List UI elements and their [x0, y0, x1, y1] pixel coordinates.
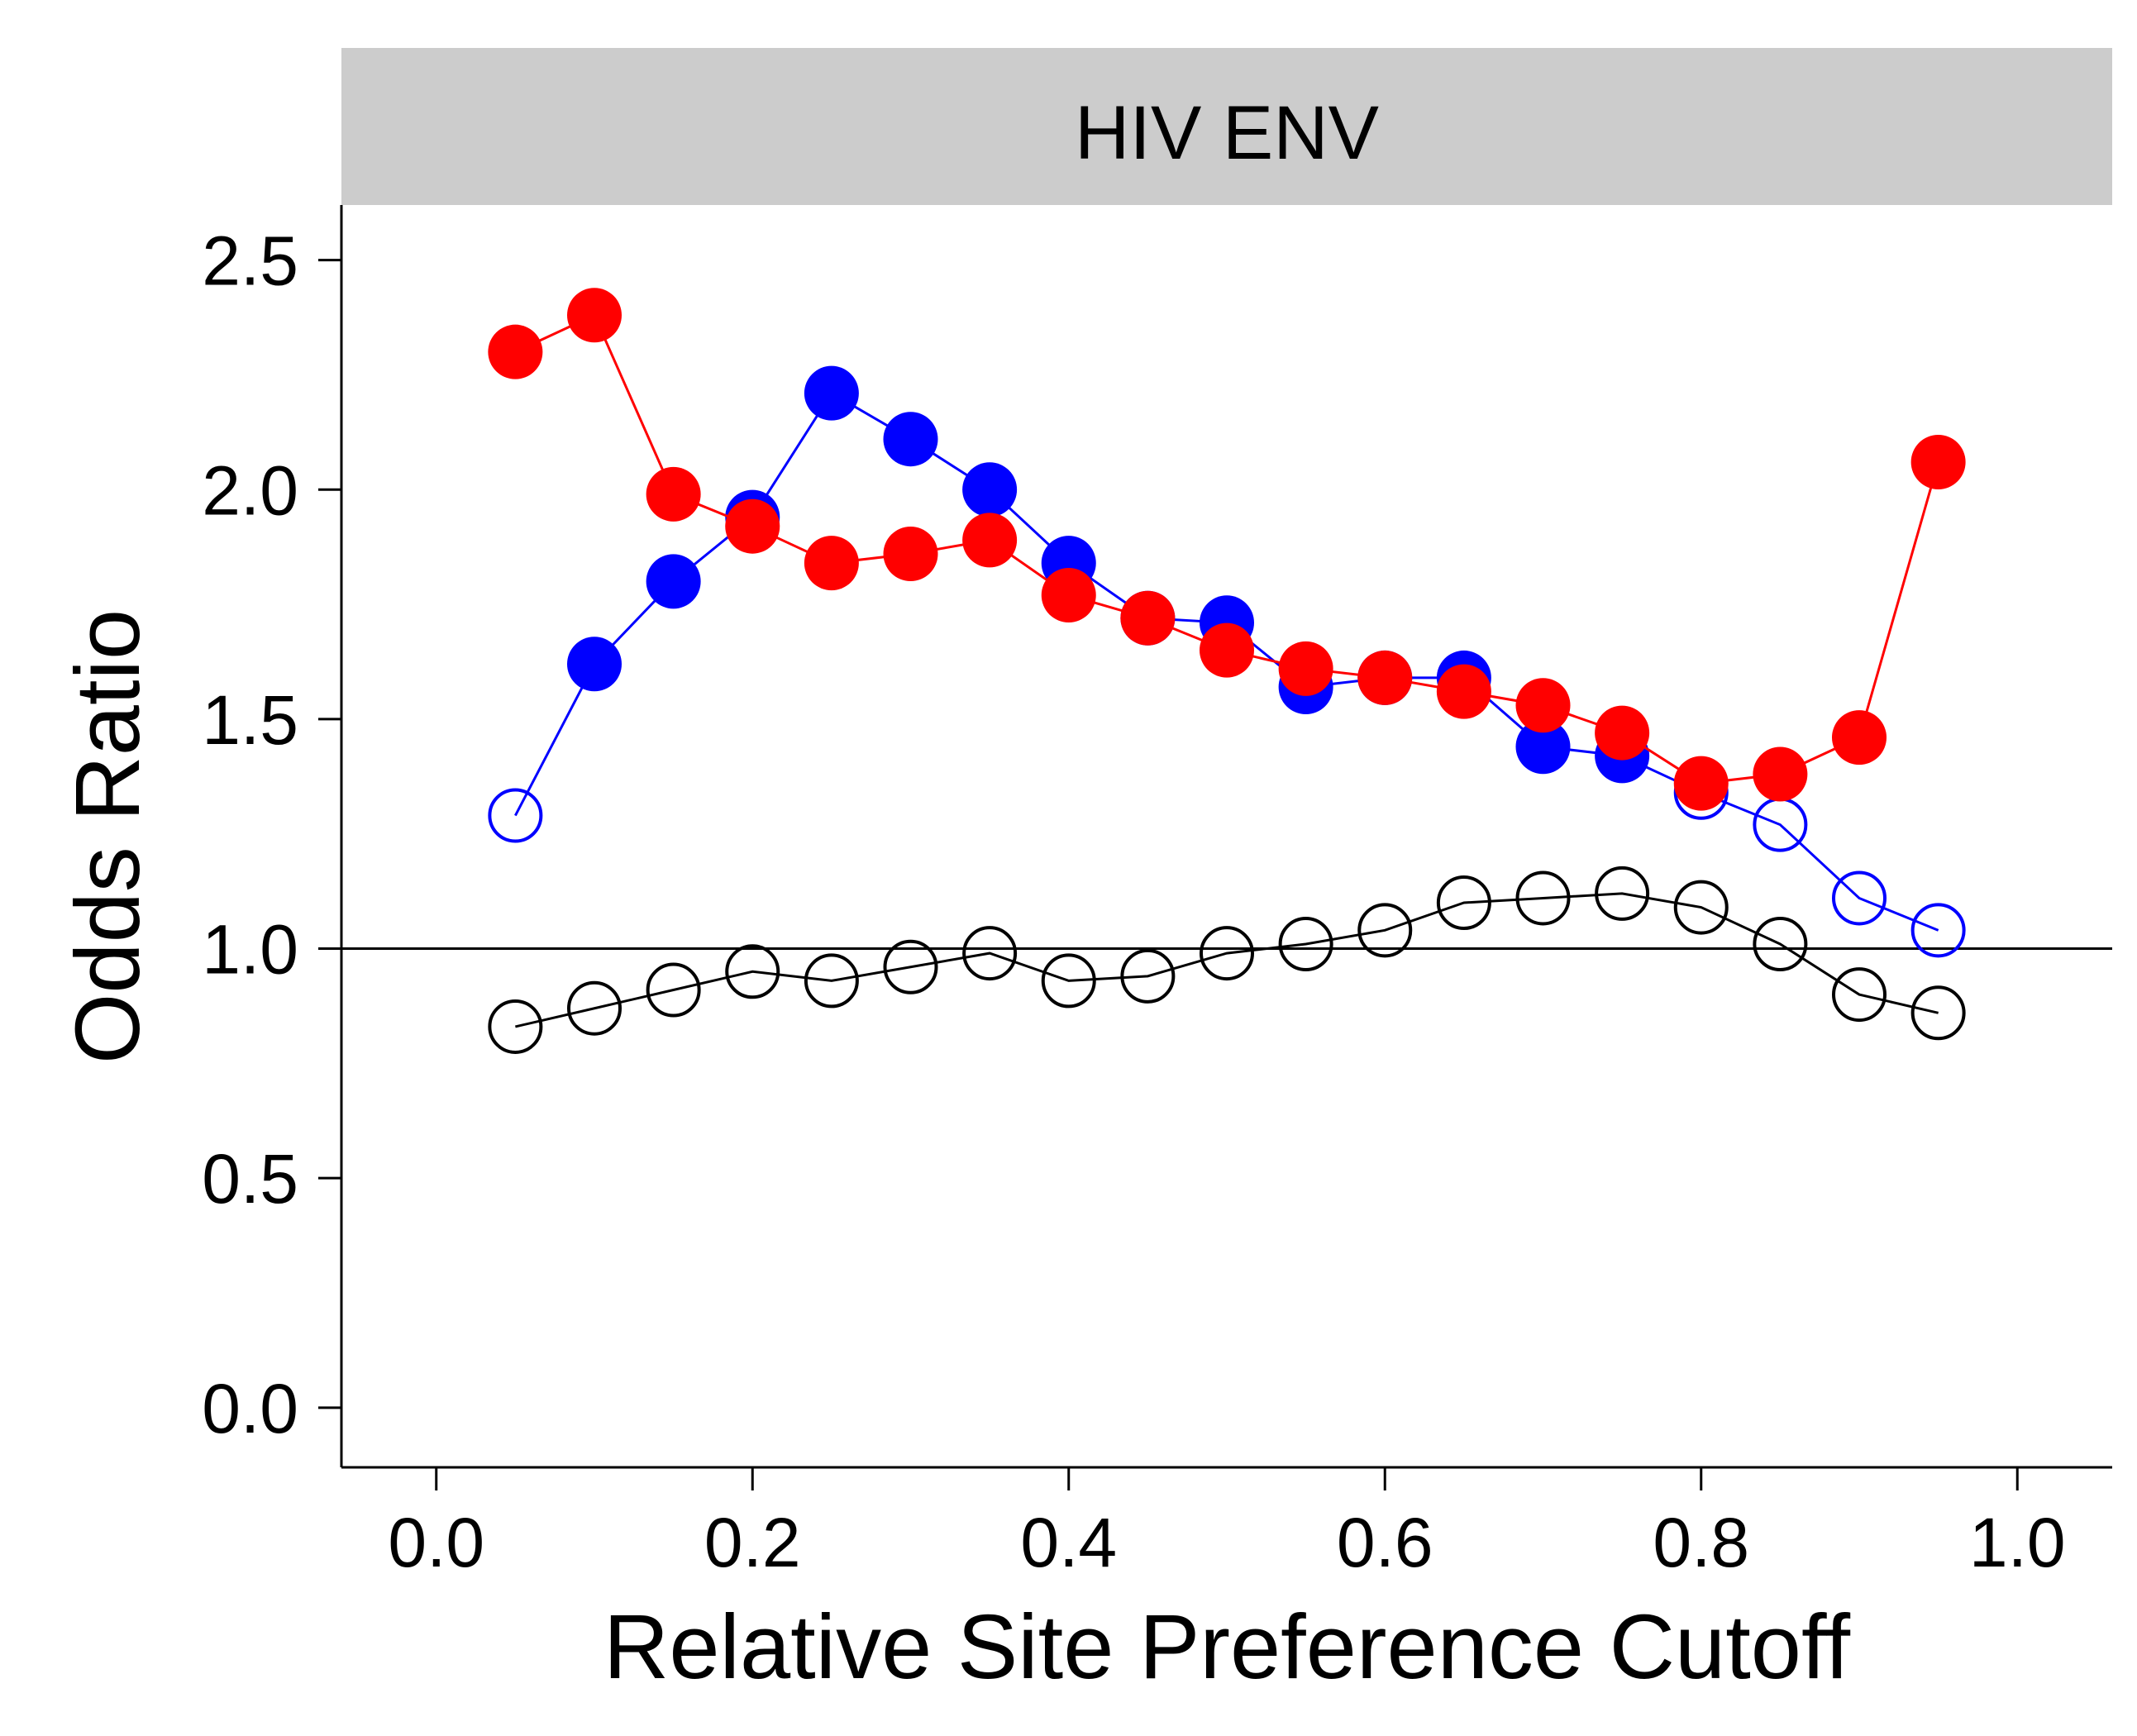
y-tick-label: 0.5 [202, 1140, 298, 1218]
y-tick-label: 2.5 [202, 222, 298, 300]
x-tick-label: 0.0 [388, 1504, 484, 1581]
data-point [883, 939, 938, 994]
axes: 0.0 0.5 1.0 1.5 2.0 2.5 0.0 0.2 0.4 0.6 0.8 1.0 [202, 205, 2112, 1581]
data-point [1910, 903, 1966, 958]
data-point [1595, 705, 1650, 761]
data-point [567, 980, 622, 1036]
data-point [646, 554, 701, 609]
data-point [962, 513, 1018, 568]
data-point [1515, 870, 1571, 926]
data-point [1515, 678, 1571, 733]
data-point [1278, 916, 1333, 971]
data-point [883, 412, 938, 467]
data-point [962, 462, 1018, 517]
series-layer [488, 288, 1966, 1054]
data-point [567, 637, 622, 692]
y-tick-label: 0.0 [202, 1370, 298, 1447]
data-point [1357, 903, 1413, 958]
data-point [1832, 710, 1887, 765]
strip-background [341, 48, 2112, 205]
data-point [1515, 719, 1571, 775]
data-point [1200, 926, 1254, 981]
data-point [1753, 916, 1808, 971]
data-point [488, 999, 543, 1054]
x-tick-label: 0.2 [704, 1504, 801, 1581]
data-point [1120, 948, 1176, 1004]
y-tick-label: 1.5 [202, 681, 298, 759]
data-point [1120, 590, 1176, 646]
data-point [1357, 650, 1413, 705]
data-point [804, 536, 859, 591]
data-point [883, 527, 938, 582]
data-point [1910, 985, 1966, 1041]
x-tick-label: 0.6 [1337, 1504, 1433, 1581]
data-point [1673, 880, 1729, 935]
data-point [804, 365, 859, 421]
y-tick-label: 1.0 [202, 911, 298, 989]
panel-strip: HIV ENV [341, 48, 2112, 205]
data-point [646, 962, 701, 1018]
chart-title: HIV ENV [1075, 91, 1379, 175]
x-axis-title: Relative Site Preference Cutoff [603, 1596, 1851, 1698]
data-point [567, 288, 622, 343]
data-point [1832, 870, 1887, 926]
data-point [1595, 866, 1650, 921]
data-point [488, 788, 543, 843]
data-point [1436, 875, 1491, 931]
data-point [1278, 641, 1333, 696]
series-3 [488, 866, 1966, 1054]
data-point [1753, 746, 1808, 802]
x-tick-label: 0.4 [1020, 1504, 1117, 1581]
data-point [804, 953, 859, 1009]
data-point [1041, 567, 1096, 622]
series-2 [488, 288, 1966, 811]
data-point [1910, 434, 1966, 489]
data-point [1041, 953, 1096, 1009]
data-point [1200, 622, 1254, 678]
x-tick-label: 0.8 [1653, 1504, 1749, 1581]
x-tick-label: 1.0 [1969, 1504, 2066, 1581]
data-point [725, 498, 780, 554]
data-point [962, 926, 1018, 981]
y-tick-label: 2.0 [202, 451, 298, 529]
y-axis-title: Odds Ratio [57, 609, 159, 1064]
series-line [515, 892, 1939, 1028]
data-point [1673, 756, 1729, 811]
data-point [646, 466, 701, 522]
data-point [1832, 967, 1887, 1023]
data-point [488, 324, 543, 379]
data-point [725, 944, 780, 999]
data-point [1436, 664, 1491, 719]
